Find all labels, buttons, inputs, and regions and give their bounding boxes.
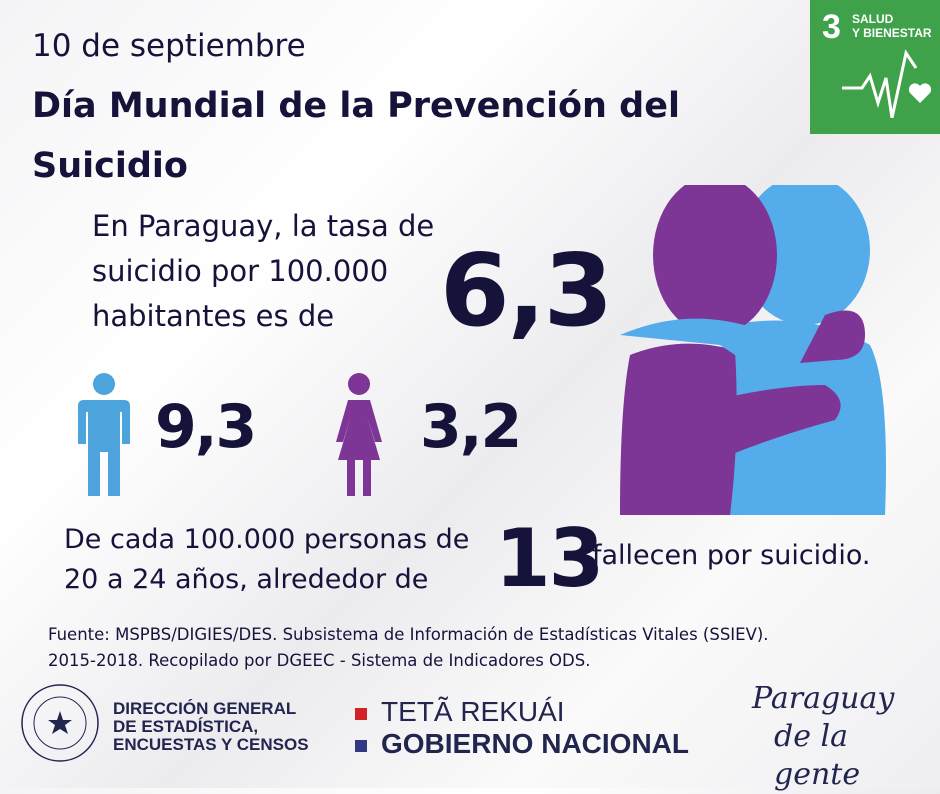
sdg-label: SALUD Y BIENESTAR [852,12,932,40]
slogan-logo: Paraguay de la gente [752,681,895,792]
dgeec-seal-logo [21,684,99,762]
page-title: Día Mundial de la Prevención del Suicidi… [32,86,680,186]
sdg-number: 3 [822,8,841,46]
male-rate-value: 9,3 [155,392,257,462]
age-group-text: De cada 100.000 personas de 20 a 24 años,… [64,524,470,595]
rate-text: En Paraguay, la tasa de suicidio por 100.… [92,209,435,333]
date: 10 de septiembre [32,28,306,64]
male-person-icon [78,373,130,496]
hug-illustration [620,185,886,515]
dgeec-name: DIRECCIÓN GENERAL DE ESTADÍSTICA, ENCUESTA… [113,699,309,754]
heartbeat-heart-icon [842,49,932,118]
rate-value: 6,3 [440,232,613,349]
red-square-icon [355,707,367,720]
age-group-suffix: fallecen por suicidio. [592,540,871,571]
female-rate-value: 3,2 [420,392,522,462]
blue-square-icon [355,739,367,752]
age-group-value: 13 [495,512,604,605]
female-person-icon [336,373,382,496]
government-logo: TETÃ REKUÁI GOBIERNO NACIONAL [355,696,689,760]
sdg-badge: 3 SALUD Y BIENESTAR [810,0,940,134]
source-note: Fuente: MSPBS/DIGIES/DES. Subsistema de … [48,625,769,670]
